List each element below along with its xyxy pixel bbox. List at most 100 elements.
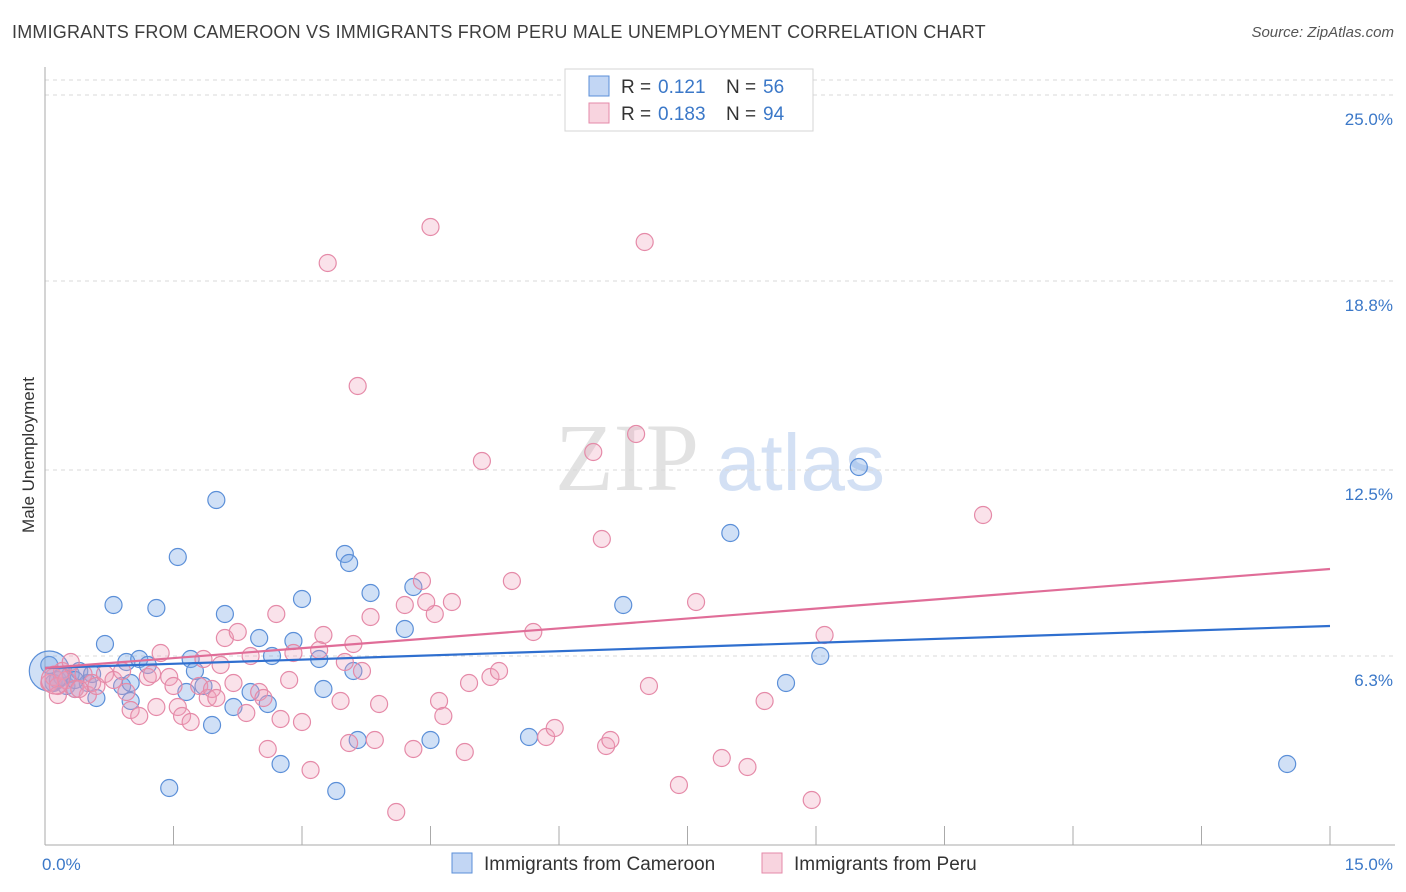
bottom-legend-swatch-peru	[761, 852, 783, 874]
cameroon-point	[327, 781, 346, 801]
peru-point	[639, 676, 659, 696]
peru-point	[202, 679, 222, 699]
peru-point	[228, 622, 247, 642]
cameroon-point	[168, 547, 187, 567]
peru-point	[267, 604, 286, 624]
legend-n-value-1: 56	[763, 77, 784, 98]
peru-point	[387, 802, 406, 822]
axes	[44, 67, 1395, 846]
cameroon-point	[207, 490, 226, 510]
peru-point	[361, 607, 380, 627]
peru-point	[524, 622, 543, 642]
cameroon-point	[202, 715, 222, 735]
peru-point	[442, 592, 462, 612]
peru-point	[712, 748, 731, 768]
cameroon-point	[215, 604, 234, 624]
bottom-legend-swatch-cameroon	[451, 852, 473, 874]
watermark-atlas: atlas	[716, 418, 885, 507]
cameroon-point	[1278, 754, 1297, 774]
peru-cluster-point	[40, 665, 70, 695]
legend-swatch-peru	[588, 102, 610, 124]
y-axis-label: Male Unemployment	[19, 377, 38, 533]
legend-r-value-2: 0.183	[658, 104, 706, 125]
cameroon-point	[104, 595, 123, 615]
cameroon-point	[811, 646, 830, 666]
peru-point	[301, 760, 320, 780]
source-label: Source: ZipAtlas.com	[1251, 24, 1394, 41]
peru-point	[802, 790, 821, 810]
y-tick-label: 6.3%	[1354, 671, 1393, 690]
peru-point	[117, 682, 136, 702]
peru-trend-line	[44, 567, 1331, 670]
peru-point	[815, 625, 834, 645]
bottom-legend-peru: Immigrants from Peru	[794, 854, 977, 875]
cameroon-point	[314, 679, 333, 699]
peru-point	[348, 376, 367, 396]
trend-lines	[44, 567, 1331, 670]
peru-point	[421, 217, 440, 237]
cameroon-point	[614, 595, 633, 615]
bottom-legend-cameroon: Immigrants from Cameroon	[484, 854, 715, 875]
peru-point	[601, 730, 620, 750]
cameroon-point	[361, 583, 380, 603]
legend-swatch-cameroon	[588, 75, 610, 97]
peru-point	[237, 703, 256, 723]
cameroon-point	[721, 523, 740, 543]
cameroon-point	[147, 598, 166, 618]
series-legend: Immigrants from Cameroon Immigrants from…	[451, 852, 977, 875]
cameroon-point	[95, 634, 115, 654]
cameroon-point	[335, 544, 354, 564]
peru-point	[686, 592, 706, 612]
peru-point	[973, 505, 993, 525]
y-tick-label: 12.5%	[1345, 485, 1393, 504]
peru-point	[48, 685, 67, 705]
peru-point	[160, 667, 179, 687]
legend-r-value-1: 0.121	[658, 77, 706, 98]
peru-point	[142, 664, 162, 684]
peru-point	[755, 691, 774, 711]
legend-r-label-2: R =	[621, 104, 651, 125]
cameroon-point	[395, 619, 414, 639]
peru-point	[365, 730, 384, 750]
peru-point	[455, 742, 474, 762]
x-tick-label: 15.0%	[1345, 855, 1393, 874]
peru-point	[370, 694, 389, 714]
chart-title: IMMIGRANTS FROM CAMEROON VS IMMIGRANTS F…	[12, 22, 986, 42]
peru-point	[395, 595, 414, 615]
peru-point	[181, 712, 200, 732]
peru-point	[335, 652, 354, 672]
peru-point	[194, 649, 213, 669]
peru-point	[254, 688, 273, 708]
peru-point	[472, 451, 491, 471]
peru-point	[280, 670, 299, 690]
peru-point	[635, 232, 654, 252]
x-tick-label: 0.0%	[42, 855, 81, 874]
peru-point	[592, 529, 611, 549]
legend-n-label-2: N =	[726, 104, 756, 125]
legend-n-value-2: 94	[763, 104, 785, 125]
peru-point	[489, 661, 509, 681]
peru-point	[417, 592, 436, 612]
peru-point	[738, 757, 757, 777]
peru-point	[147, 697, 166, 717]
watermark-zip: ZIP	[555, 404, 699, 511]
peru-point	[151, 643, 170, 663]
peru-point	[340, 733, 359, 753]
peru-point	[314, 625, 333, 645]
peru-point	[459, 673, 479, 693]
cameroon-point	[271, 754, 290, 774]
peru-point	[584, 442, 603, 462]
cameroon-point	[776, 673, 796, 693]
peru-point	[318, 253, 337, 273]
y-tick-labels: 6.3% 12.5% 18.8% 25.0%	[1345, 110, 1393, 690]
peru-point	[258, 739, 277, 759]
peru-point	[626, 424, 646, 444]
cameroon-point	[849, 457, 868, 477]
x-tick-labels: 0.0% 15.0%	[42, 855, 1393, 874]
peru-point	[207, 688, 226, 708]
y-tick-label: 18.8%	[1345, 296, 1393, 315]
peru-point	[331, 691, 350, 711]
cameroon-point	[160, 778, 179, 798]
peru-point	[168, 697, 187, 717]
peru-point	[224, 673, 243, 693]
